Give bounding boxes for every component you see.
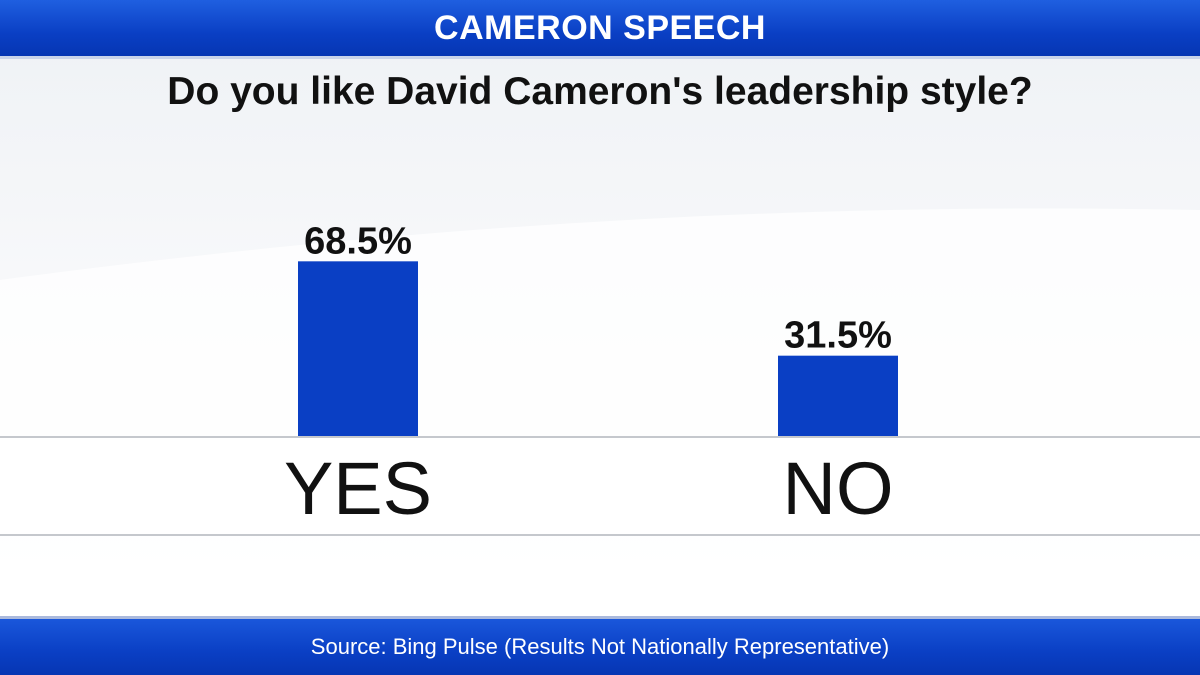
baseline-top-line bbox=[0, 436, 1200, 438]
header-title: CAMERON SPEECH bbox=[434, 8, 766, 47]
bar-yes bbox=[298, 261, 418, 436]
category-label-band bbox=[0, 438, 1200, 534]
value-label-yes: 68.5% bbox=[304, 220, 412, 262]
chart-title: Do you like David Cameron's leadership s… bbox=[167, 70, 1033, 113]
footer-banner: Source: Bing Pulse (Results Not National… bbox=[0, 619, 1200, 675]
category-label-yes: YES bbox=[284, 447, 432, 530]
value-label-no: 31.5% bbox=[784, 315, 892, 357]
footer-divider bbox=[0, 616, 1200, 619]
category-label-no: NO bbox=[783, 447, 894, 530]
header-divider bbox=[0, 56, 1200, 59]
baseline-bottom-line bbox=[0, 534, 1200, 536]
header-banner: CAMERON SPEECH bbox=[0, 0, 1200, 56]
bar-no bbox=[778, 355, 898, 436]
source-note: Source: Bing Pulse (Results Not National… bbox=[310, 634, 890, 659]
